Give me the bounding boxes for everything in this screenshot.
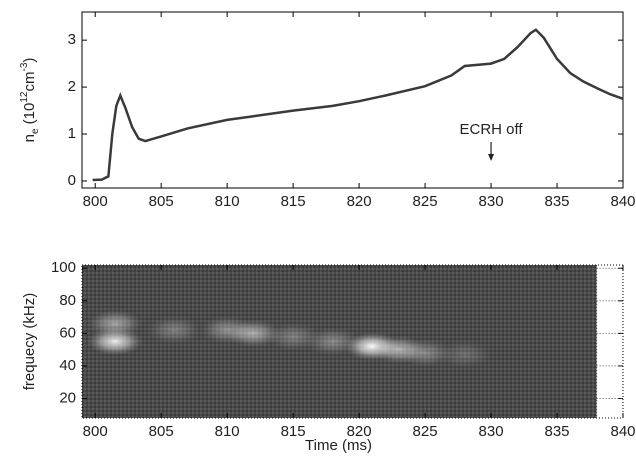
x-tick-label: 820 bbox=[347, 423, 372, 440]
y-tick-label: 40 bbox=[59, 357, 76, 374]
annotation: ECRH off bbox=[460, 121, 524, 138]
y-tick-label: 3 bbox=[68, 31, 76, 48]
y-axis-label: ne (1012cm-3) bbox=[19, 58, 41, 143]
x-tick-label: 840 bbox=[610, 423, 635, 440]
spectral-feature bbox=[146, 316, 203, 345]
plot-frame bbox=[81, 264, 624, 419]
plot-frame bbox=[81, 11, 624, 189]
y-tick-label: 1 bbox=[68, 125, 76, 142]
x-tick-label: 830 bbox=[479, 423, 504, 440]
x-tick-label: 815 bbox=[281, 193, 306, 210]
y-axis-label-part: 12 bbox=[19, 91, 30, 103]
x-tick-label: 815 bbox=[281, 423, 306, 440]
x-tick-label: 800 bbox=[83, 423, 108, 440]
y-axis-label-part: ) bbox=[21, 58, 38, 63]
x-tick-label: 800 bbox=[83, 193, 108, 210]
y-tick-label: 0 bbox=[68, 172, 76, 189]
x-tick-label: 805 bbox=[149, 193, 174, 210]
y-axis-label-part: e bbox=[30, 128, 41, 134]
y-tick-label: 100 bbox=[51, 259, 76, 276]
arrow-head bbox=[488, 154, 495, 161]
y-tick-label: 20 bbox=[59, 389, 76, 406]
x-axis-label: Time (ms) bbox=[305, 437, 372, 454]
x-tick-label: 805 bbox=[149, 423, 174, 440]
x-tick-label: 825 bbox=[413, 423, 438, 440]
x-tick-label: 835 bbox=[545, 423, 570, 440]
spectral-feature bbox=[436, 340, 493, 369]
y-axis-label-part: (10 bbox=[21, 103, 38, 129]
y-axis-label-part: -3 bbox=[19, 62, 30, 71]
y-tick-label: 60 bbox=[59, 324, 76, 341]
y-tick-label: 80 bbox=[59, 292, 76, 309]
y-tick-label: 2 bbox=[68, 78, 76, 95]
y-axis-label-part: cm bbox=[21, 72, 38, 92]
x-tick-label: 840 bbox=[610, 193, 635, 210]
x-tick-label: 820 bbox=[347, 193, 372, 210]
x-tick-label: 830 bbox=[479, 193, 504, 210]
density-line bbox=[92, 28, 624, 182]
x-tick-label: 825 bbox=[413, 193, 438, 210]
y-axis-label: frequecy (kHz) bbox=[21, 293, 38, 391]
x-tick-label: 810 bbox=[215, 423, 240, 440]
spectral-feature bbox=[86, 309, 143, 338]
x-tick-label: 810 bbox=[215, 193, 240, 210]
x-tick-label: 835 bbox=[545, 193, 570, 210]
y-axis-label-part: n bbox=[21, 134, 38, 142]
